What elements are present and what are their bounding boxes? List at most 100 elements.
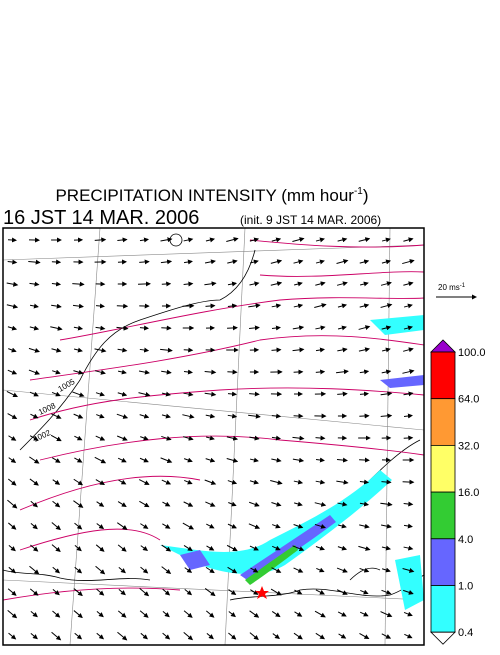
wind-arrow: [316, 438, 325, 439]
wind-arrow: [404, 525, 412, 526]
wind-arrow: [161, 458, 172, 462]
wind-arrow: [183, 523, 193, 529]
wind-arrow: [30, 479, 38, 485]
wind-arrow: [160, 349, 172, 350]
wind-arrow: [358, 546, 369, 549]
wind-arrow: [293, 327, 303, 329]
wind-arrow: [294, 503, 302, 505]
wind-arrow: [118, 545, 126, 551]
wind-arrow: [207, 546, 214, 550]
map: 1005 1008 1002: [3, 228, 424, 645]
title: PRECIPITATION INTENSITY (mm hour-1): [55, 186, 368, 205]
wind-arrow: [117, 523, 126, 530]
wind-arrow: [402, 260, 414, 263]
wind-arrow: [163, 611, 169, 616]
wind-arrow: [117, 632, 126, 640]
wind-arrow: [140, 349, 148, 350]
wind-arrow: [50, 327, 61, 330]
wind-arrow: [117, 306, 127, 307]
wind-arrow: [382, 634, 390, 638]
wind-arrow: [337, 349, 346, 351]
wind-arrow: [141, 633, 147, 638]
wind-arrow: [249, 394, 259, 395]
wind-arrow: [206, 239, 214, 241]
wind-arrow: [359, 327, 370, 330]
wind-arrow: [8, 589, 16, 596]
wind-arrow: [8, 523, 15, 529]
wind-arrow: [95, 240, 106, 241]
colorbar-segment: [431, 445, 455, 492]
wind-arrow: [52, 632, 61, 639]
wind-arrow: [74, 436, 81, 440]
wind-arrow: [117, 239, 126, 240]
wind-arrow: [183, 306, 194, 307]
wind-arrow: [53, 567, 60, 572]
wind-arrow: [31, 633, 37, 638]
wind-arrow: [316, 349, 324, 350]
wind-arrow: [337, 394, 347, 395]
wind-arrow: [184, 459, 192, 462]
wind-arrow: [140, 588, 149, 595]
wind-arrow: [404, 504, 413, 505]
wind-arrow: [97, 611, 103, 616]
wind-arrow: [271, 261, 281, 264]
wind-arrow: [96, 436, 105, 440]
wind-arrow: [359, 239, 370, 242]
wind-arrow: [139, 501, 148, 506]
wind-arrow: [8, 370, 16, 374]
wind-arrow: [72, 284, 83, 285]
wind-arrow: [97, 502, 104, 507]
wind-arrow: [53, 480, 60, 485]
wind-arrow: [95, 349, 106, 351]
wind-arrow: [339, 634, 346, 638]
wind-arrow: [248, 415, 260, 416]
wind-arrow: [204, 283, 215, 285]
wind-arrow: [404, 416, 412, 417]
wind-arrow: [337, 460, 347, 461]
wind-arrow: [206, 611, 213, 617]
wind-arrow: [381, 393, 392, 395]
wind-arrow: [359, 633, 368, 638]
wind-arrow: [162, 502, 169, 506]
wind-arrow: [8, 240, 16, 241]
wind-arrow: [118, 502, 126, 507]
wind-arrow: [184, 372, 192, 373]
wind-arrow: [139, 262, 149, 263]
wind-arrow: [272, 305, 281, 307]
wind-arrow: [52, 284, 60, 285]
wind-arrow: [97, 633, 104, 638]
wind-arrow: [162, 524, 169, 528]
wind-arrow: [118, 611, 125, 617]
wind-arrow: [96, 566, 105, 573]
colorbar-label: 16.0: [458, 487, 479, 499]
wind-arrow: [184, 239, 193, 241]
wind-arrow: [250, 611, 259, 617]
wind-arrow: [51, 305, 61, 307]
wind-arrow: [403, 349, 413, 352]
wind-arrow: [294, 568, 303, 572]
wind-arrow: [316, 547, 324, 550]
wind-arrow: [161, 261, 171, 262]
wind-arrow: [29, 370, 39, 374]
wind-arrow: [382, 261, 390, 263]
wind-arrow: [9, 545, 15, 550]
valid-time: 16 JST 14 MAR. 2006: [3, 207, 199, 229]
wind-arrow: [96, 393, 104, 396]
wind-arrow: [272, 611, 280, 616]
wind-arrow: [96, 306, 104, 307]
wind-arrow: [96, 327, 105, 328]
wind-arrow: [249, 524, 259, 528]
wind-arrow: [359, 460, 369, 461]
wind-arrow: [140, 328, 148, 329]
wind-arrow: [273, 634, 279, 639]
wind-arrow: [294, 283, 302, 285]
wind-arrow: [8, 327, 16, 329]
wind-arrow: [360, 612, 368, 616]
wind-arrow: [228, 633, 235, 639]
wind-arrow: [162, 480, 170, 484]
wind-arrow: [139, 480, 149, 485]
wind-arrow: [51, 435, 61, 440]
wind-arrow: [360, 482, 368, 483]
colorbar-label: 4.0: [458, 534, 473, 546]
wind-arrow: [29, 457, 38, 463]
